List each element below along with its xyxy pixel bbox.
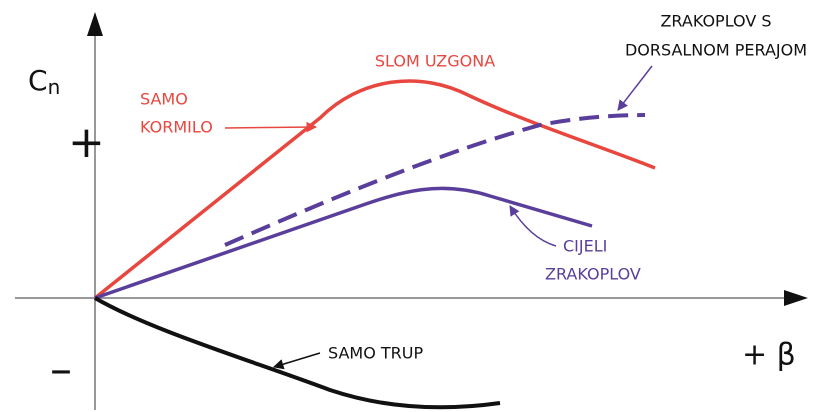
aircraft-curve [94, 186, 593, 300]
x-axis-arrow [784, 290, 808, 306]
y-axis-arrow [87, 12, 103, 36]
leader-arrow [617, 65, 653, 111]
stall-label: SLOM UZGONA [375, 52, 495, 71]
axes [15, 12, 808, 410]
dorsal-label: DORSALNOM PERAJOM [625, 41, 807, 60]
rudder-label: SAMO [140, 90, 188, 109]
x-axis-label: + β [742, 338, 796, 373]
fuselage-label: SAMO TRUP [328, 344, 423, 363]
y-label-main: C [28, 64, 48, 97]
rudder-label: KORMILO [140, 118, 213, 137]
leader-arrow [224, 121, 318, 133]
aircraft-label: CIJELI [563, 237, 607, 256]
leader-arrow [509, 205, 557, 247]
y-label-sub: n [48, 75, 61, 99]
dorsal-fin-curve [224, 113, 646, 247]
fuselage-curve [93, 296, 501, 410]
positive-sign: + [68, 117, 105, 168]
y-axis-label: Cn [28, 64, 60, 99]
dorsal-label: ZRAKOPLOV S [660, 12, 771, 31]
aircraft-label: ZRAKOPLOV [545, 265, 641, 284]
negative-sign: – [50, 344, 72, 395]
rudder-curve [93, 79, 656, 300]
leader-arrow [272, 352, 321, 370]
